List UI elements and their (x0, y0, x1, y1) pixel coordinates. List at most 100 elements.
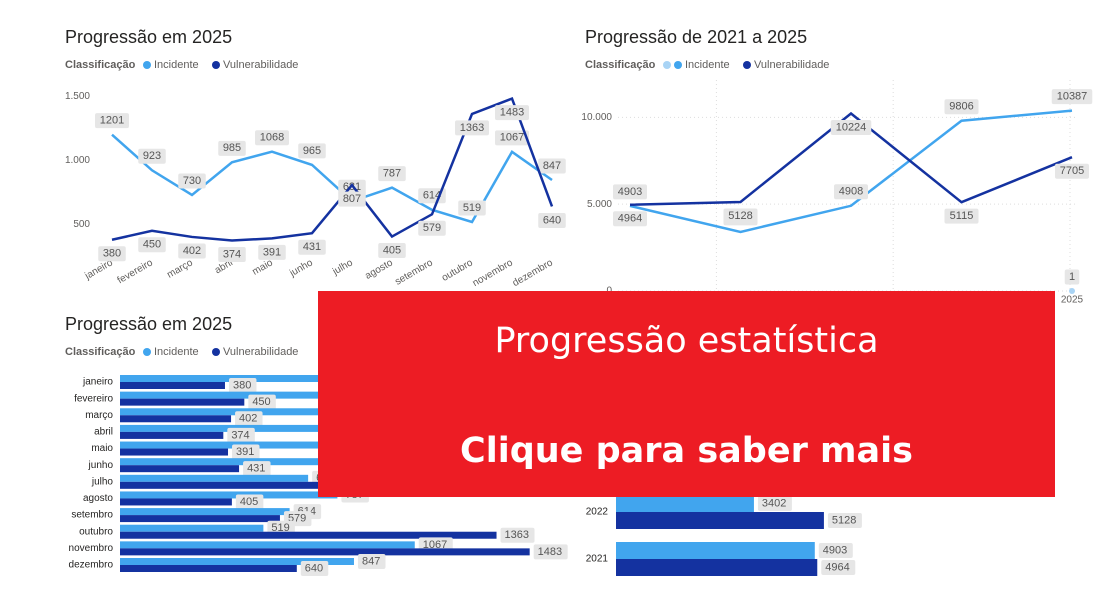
value-label-text: 450 (143, 239, 161, 251)
value-label-text: 640 (305, 562, 323, 574)
point (1069, 287, 1075, 294)
value-label: 847 (357, 554, 386, 569)
value-label-box (378, 166, 406, 182)
bar (120, 541, 415, 549)
legend-label: Vulnerabilidade (223, 59, 298, 71)
value-label-text: 431 (303, 241, 321, 253)
value-label: 10387 (1051, 89, 1093, 105)
banner[interactable]: Progressão estatística Clique para saber… (318, 291, 1055, 497)
bar (120, 382, 225, 389)
value-label-text: 985 (223, 142, 241, 154)
chart-title: Progressão de 2021 a 2025 (585, 27, 807, 47)
value-label: 431 (298, 239, 326, 255)
value-label-text: 5115 (950, 210, 974, 222)
line (111, 96, 554, 242)
x-tick-label: junho (287, 257, 315, 279)
value-label: 1068 (255, 130, 289, 146)
value-label-text: 450 (252, 396, 270, 408)
legend-title: Classificação (65, 59, 136, 71)
value-label: 640 (538, 212, 566, 228)
bar (120, 424, 393, 432)
y-category-label: fevereiro (74, 393, 113, 404)
value-label-text: 1067 (500, 132, 524, 144)
legend-dot (212, 348, 220, 356)
value-label-box (1055, 163, 1089, 179)
banner-action[interactable]: Clique para saber mais (460, 431, 913, 471)
value-label-box (138, 237, 166, 253)
value-label: 1483 (533, 544, 568, 560)
value-label-box (227, 427, 255, 443)
y-category-label: julho (91, 476, 114, 487)
value-label-text: 4964 (825, 561, 849, 573)
value-label-box (495, 130, 529, 146)
legend-label: Incidente (154, 346, 199, 358)
value-label-box (218, 247, 246, 263)
bar (120, 448, 229, 456)
value-label-text: 787 (383, 168, 401, 180)
bar (120, 531, 497, 539)
value-label-text: 5128 (832, 514, 856, 526)
y-tick-label: 1.000 (65, 155, 90, 166)
value-label-box (500, 527, 535, 543)
value-label: 405 (378, 243, 406, 259)
value-label: 1483 (495, 105, 529, 121)
value-label-box (258, 244, 286, 260)
value-label: 431 (243, 461, 271, 477)
value-label: 1363 (500, 527, 535, 543)
value-label-text: 9806 (949, 101, 973, 113)
value-label-box (300, 561, 329, 576)
value-label-box (821, 560, 856, 575)
bar (120, 375, 452, 382)
value-label: 380 (228, 378, 257, 393)
value-label-text: 405 (383, 244, 401, 256)
value-label-box (830, 119, 872, 135)
y-tick-label: 5.000 (587, 199, 612, 210)
value-label-box (95, 113, 129, 129)
y-category-label: outubro (79, 526, 113, 537)
value-label-text: 374 (223, 248, 241, 260)
value-label-box (834, 184, 868, 200)
value-label-text: 614 (423, 190, 441, 202)
y-category-label: agosto (83, 493, 113, 504)
value-label-text: 4964 (618, 213, 642, 225)
value-label-box (944, 208, 979, 224)
y-category-label: setembro (71, 510, 113, 521)
value-label-text: 391 (263, 246, 281, 258)
legend-label: Incidente (685, 59, 730, 71)
y-category-label: 2022 (586, 507, 609, 518)
value-label-box (218, 140, 246, 156)
value-label: 4903 (613, 184, 647, 200)
bar (120, 508, 290, 516)
value-label-text: 402 (239, 413, 257, 425)
value-label-box (538, 158, 566, 174)
value-label-text: 4908 (839, 186, 863, 198)
value-label-text: 1 (1069, 271, 1075, 283)
value-label-text: 730 (183, 175, 201, 187)
banner-title: Progressão estatística (494, 321, 879, 361)
bar (120, 481, 343, 489)
value-label-box (818, 543, 853, 558)
legend-dot (663, 61, 671, 69)
value-label-box (255, 130, 289, 146)
value-label-box (723, 208, 758, 224)
value-label: 380 (98, 246, 126, 262)
y-category-label: junho (88, 460, 114, 471)
y-category-label: 2021 (586, 554, 609, 565)
value-label: 923 (138, 148, 166, 164)
value-label-box (1064, 269, 1080, 285)
value-label-box (338, 191, 366, 207)
legend-dot (674, 61, 682, 69)
legend-dot (212, 61, 220, 69)
value-label: 4903 (818, 543, 853, 558)
value-label-text: 4903 (823, 544, 847, 556)
y-category-label: novembro (69, 543, 114, 554)
value-label-text: 405 (240, 496, 258, 508)
bar (120, 558, 354, 565)
x-tick-label: agosto (363, 257, 395, 282)
value-label-text: 640 (543, 214, 561, 226)
bar (120, 515, 280, 523)
value-label-box (827, 513, 862, 528)
value-label-text: 391 (236, 446, 254, 458)
